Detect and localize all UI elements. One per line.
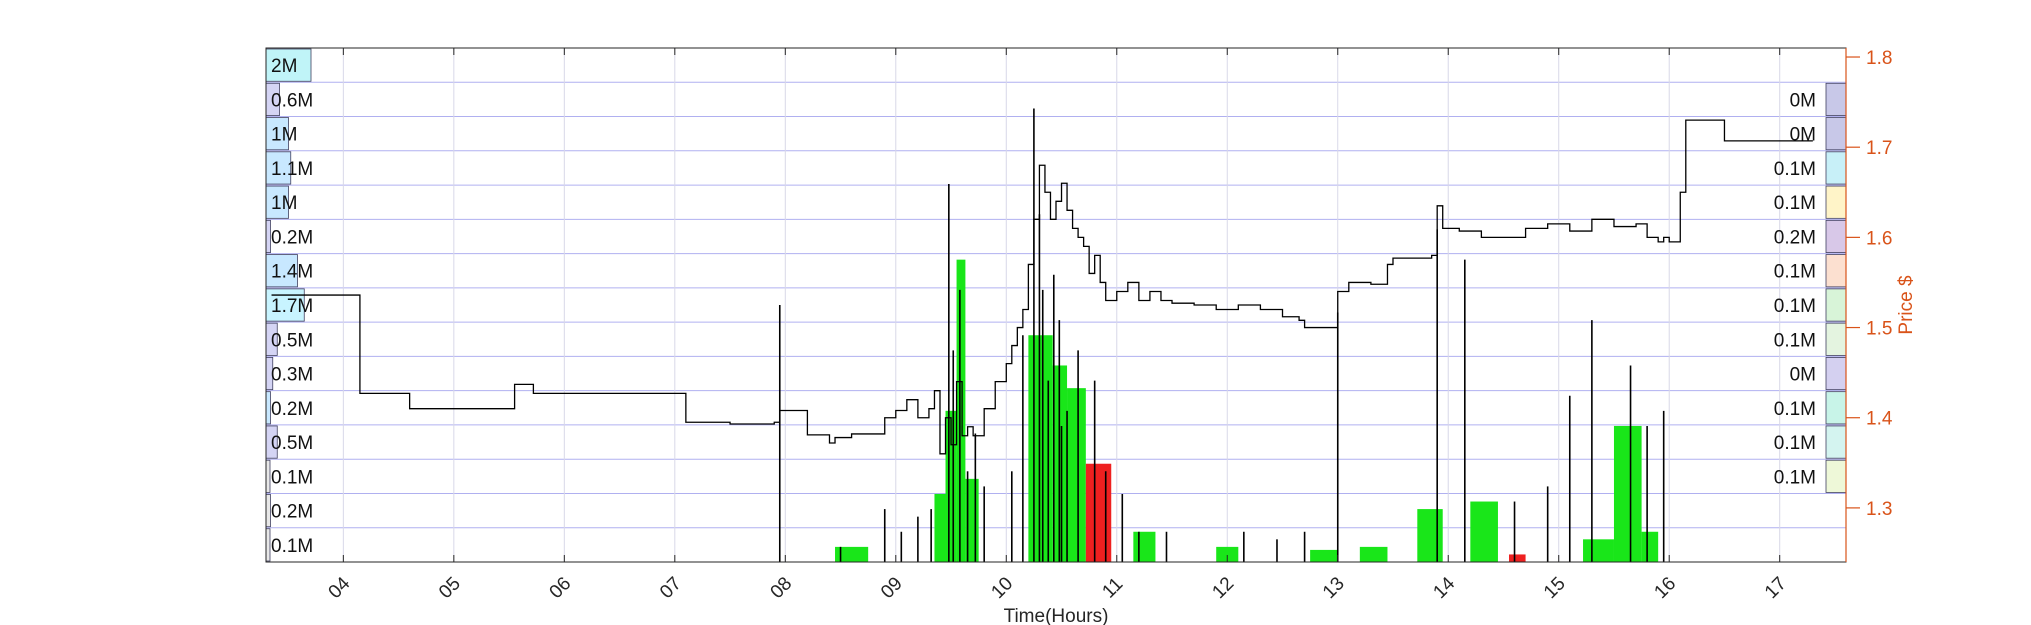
volume-bar <box>1359 546 1388 562</box>
volume-profile-bar-left <box>265 391 271 425</box>
x-tick-label: 08 <box>767 573 797 603</box>
volume-profile-bar-right <box>1825 391 1847 425</box>
price-line-group <box>271 119 1813 455</box>
volume-profile: 2M 0.6M 1M 1.1M 1M 0.2M 1.4M 1.7M 0.5M 0.3M 0.2M 0.… <box>265 48 1847 562</box>
volume-profile-label-left: 0.1M <box>271 467 313 488</box>
price-line <box>271 119 1813 455</box>
volume-profile-bar-left <box>265 48 312 82</box>
volume-profile-label-right: 0.1M <box>1774 399 1816 420</box>
volume-profile-bar-left <box>265 288 305 322</box>
x-tick-label: 09 <box>877 573 907 603</box>
volume-profile-label-left: 1.1M <box>271 159 313 180</box>
volume-profile-bar-left <box>265 151 292 185</box>
volume-profile-label-right: 0.1M <box>1774 467 1816 488</box>
volume-profile-label-right: 0.2M <box>1774 227 1816 248</box>
y-tick-label: 1.5 <box>1866 319 1892 340</box>
volume-profile-bar-right <box>1825 288 1847 322</box>
y-tick-label: 1.6 <box>1866 228 1892 249</box>
x-tick-label: 15 <box>1540 573 1570 603</box>
volume-profile-label-left: 0.3M <box>271 365 313 386</box>
volume-profile-bar-right <box>1825 356 1847 391</box>
volume-profile-label-left: 0.1M <box>271 536 313 557</box>
volume-profile-label-right: 0M <box>1790 365 1816 386</box>
volume-bar <box>1509 554 1526 562</box>
volume-bar <box>934 493 946 562</box>
x-tick-label: 07 <box>656 573 686 603</box>
volume-profile-label-right: 0.1M <box>1774 433 1816 454</box>
volume-profile-label-left: 0.6M <box>271 90 313 111</box>
volume-profile-bar-right <box>1825 82 1847 116</box>
volume-bars <box>778 108 1665 562</box>
volume-bar <box>945 410 957 562</box>
x-tick-label: 06 <box>546 573 576 603</box>
y-tick-label: 1.3 <box>1866 499 1892 520</box>
volume-profile-label-left: 0.2M <box>271 502 313 523</box>
x-axis-label: Time(Hours) <box>1004 606 1109 625</box>
x-tick-label: 12 <box>1208 573 1238 603</box>
volume-bar <box>1216 546 1239 562</box>
volume-profile-label-left: 1.4M <box>271 262 313 283</box>
volume-profile-label-right: 0.1M <box>1774 159 1816 180</box>
volume-bar <box>1085 463 1112 562</box>
volume-profile-bar-right <box>1825 117 1847 151</box>
x-tick-label: 04 <box>325 573 355 603</box>
x-tick-label: 16 <box>1650 573 1680 603</box>
volume-profile-label-left: 2M <box>271 56 297 77</box>
volume-profile-label-right: 0M <box>1790 90 1816 111</box>
volume-profile-label-left: 0.2M <box>271 399 313 420</box>
volume-profile-label-left: 0.2M <box>271 227 313 248</box>
volume-profile-label-left: 0.5M <box>271 330 313 351</box>
x-tick-label: 10 <box>987 573 1017 603</box>
volume-bar <box>1583 539 1614 562</box>
volume-profile-bar-left <box>265 528 271 562</box>
x-tick-label: 05 <box>435 573 465 603</box>
y-tick-label: 1.8 <box>1866 48 1892 69</box>
volume-profile-label-right: 0.1M <box>1774 193 1816 214</box>
x-tick-label: 11 <box>1098 574 1127 603</box>
volume-profile-label-right: 0.1M <box>1774 330 1816 351</box>
volume-profile-label-left: 0.5M <box>271 433 313 454</box>
x-tick-label: 13 <box>1319 573 1349 603</box>
volume-bar <box>1470 501 1498 562</box>
volume-profile-bar-right <box>1825 151 1847 185</box>
volume-profile-label-right: 0.1M <box>1774 262 1816 283</box>
volume-bar <box>1310 549 1338 562</box>
volume-profile-bar-left <box>265 494 271 528</box>
volume-profile-label-left: 1M <box>271 193 297 214</box>
volume-profile-bar-left <box>265 459 271 493</box>
x-tick-label: 17 <box>1761 573 1791 603</box>
x-tick-label: 14 <box>1429 573 1459 603</box>
volume-profile-label-left: 1.7M <box>271 296 313 317</box>
volume-profile-label-right: 0.1M <box>1774 296 1816 317</box>
volume-profile-bar-left <box>265 219 271 253</box>
volume-profile-bar-right <box>1825 254 1847 288</box>
y-axis-right: 1.3 1.4 1.5 1.6 1.7 1.8 <box>1845 48 1893 562</box>
volume-bar <box>956 259 966 562</box>
volume-bar <box>1417 509 1443 562</box>
volume-bar <box>1641 531 1659 562</box>
volume-profile-bar-right <box>1825 219 1847 253</box>
volume-bar <box>1133 531 1156 562</box>
volume-profile-bar-right <box>1825 185 1847 219</box>
volume-profile-label-right: 0M <box>1790 125 1816 146</box>
volume-bar <box>835 546 869 562</box>
volume-profile-bar-right <box>1825 459 1847 493</box>
volume-profile-bar-right <box>1825 322 1847 356</box>
y-axis-label: Price $ <box>1896 275 1917 335</box>
volume-bar <box>1067 388 1086 562</box>
volume-profile-bar-right <box>1825 425 1847 459</box>
volume-bar <box>1613 425 1642 562</box>
y-tick-label: 1.4 <box>1866 409 1893 430</box>
y-tick-label: 1.7 <box>1866 138 1892 159</box>
volume-profile-label-left: 1M <box>271 125 297 146</box>
